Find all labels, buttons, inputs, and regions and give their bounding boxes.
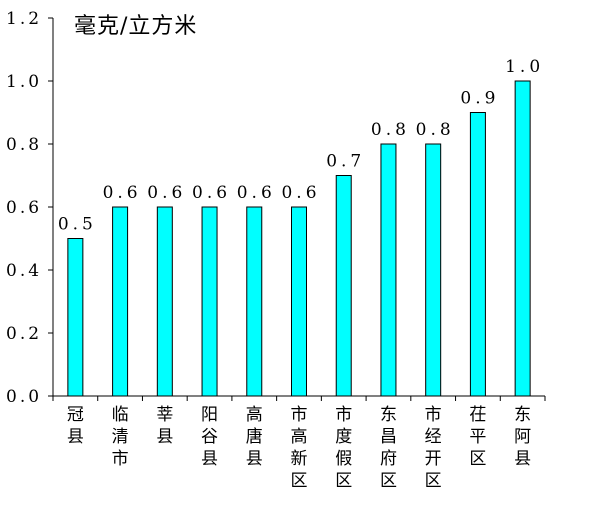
category-label: 临清市: [112, 405, 129, 469]
bar: [425, 143, 442, 397]
data-label: 1.0: [505, 57, 544, 77]
bar: [335, 175, 352, 397]
bar: [469, 112, 486, 397]
y-tick-label: 1.2: [6, 9, 42, 29]
y-tick-label: 0.6: [6, 198, 42, 218]
unit-label: 毫克/立方米: [74, 14, 198, 39]
category-label: 东昌府区: [380, 405, 397, 491]
data-label: 0.8: [416, 120, 455, 140]
y-tick-label: 0.4: [6, 261, 42, 281]
data-label: 0.6: [147, 183, 186, 203]
data-label: 0.6: [237, 183, 276, 203]
category-label: 市经开区: [425, 405, 442, 491]
bar: [201, 206, 218, 397]
category-label: 高唐县: [246, 405, 263, 469]
category-label: 莘县: [156, 405, 173, 447]
bar: [67, 238, 84, 397]
data-label: 0.7: [326, 152, 365, 172]
category-label: 阳谷县: [201, 405, 218, 469]
bar: [246, 206, 263, 397]
bar: [291, 206, 307, 397]
y-tick-label: 0.2: [6, 324, 42, 344]
data-label: 0.5: [58, 215, 97, 235]
data-label: 0.9: [460, 89, 499, 109]
category-label: 市度假区: [335, 405, 352, 491]
data-label: 0.6: [281, 183, 320, 203]
category-label: 东阿县: [514, 405, 531, 469]
data-label: 0.6: [103, 183, 142, 203]
bar: [514, 80, 531, 397]
y-tick-label: 0.0: [6, 387, 42, 407]
category-label: 市高新区: [291, 405, 308, 491]
y-tick-label: 1.0: [6, 72, 42, 92]
bar: [112, 206, 129, 397]
data-label: 0.6: [192, 183, 231, 203]
y-tick-label: 0.8: [6, 135, 42, 155]
category-label: 冠县: [67, 405, 84, 447]
bar: [380, 143, 397, 397]
bar: [156, 206, 173, 397]
category-label: 茌平区: [469, 405, 486, 469]
data-label: 0.8: [371, 120, 410, 140]
